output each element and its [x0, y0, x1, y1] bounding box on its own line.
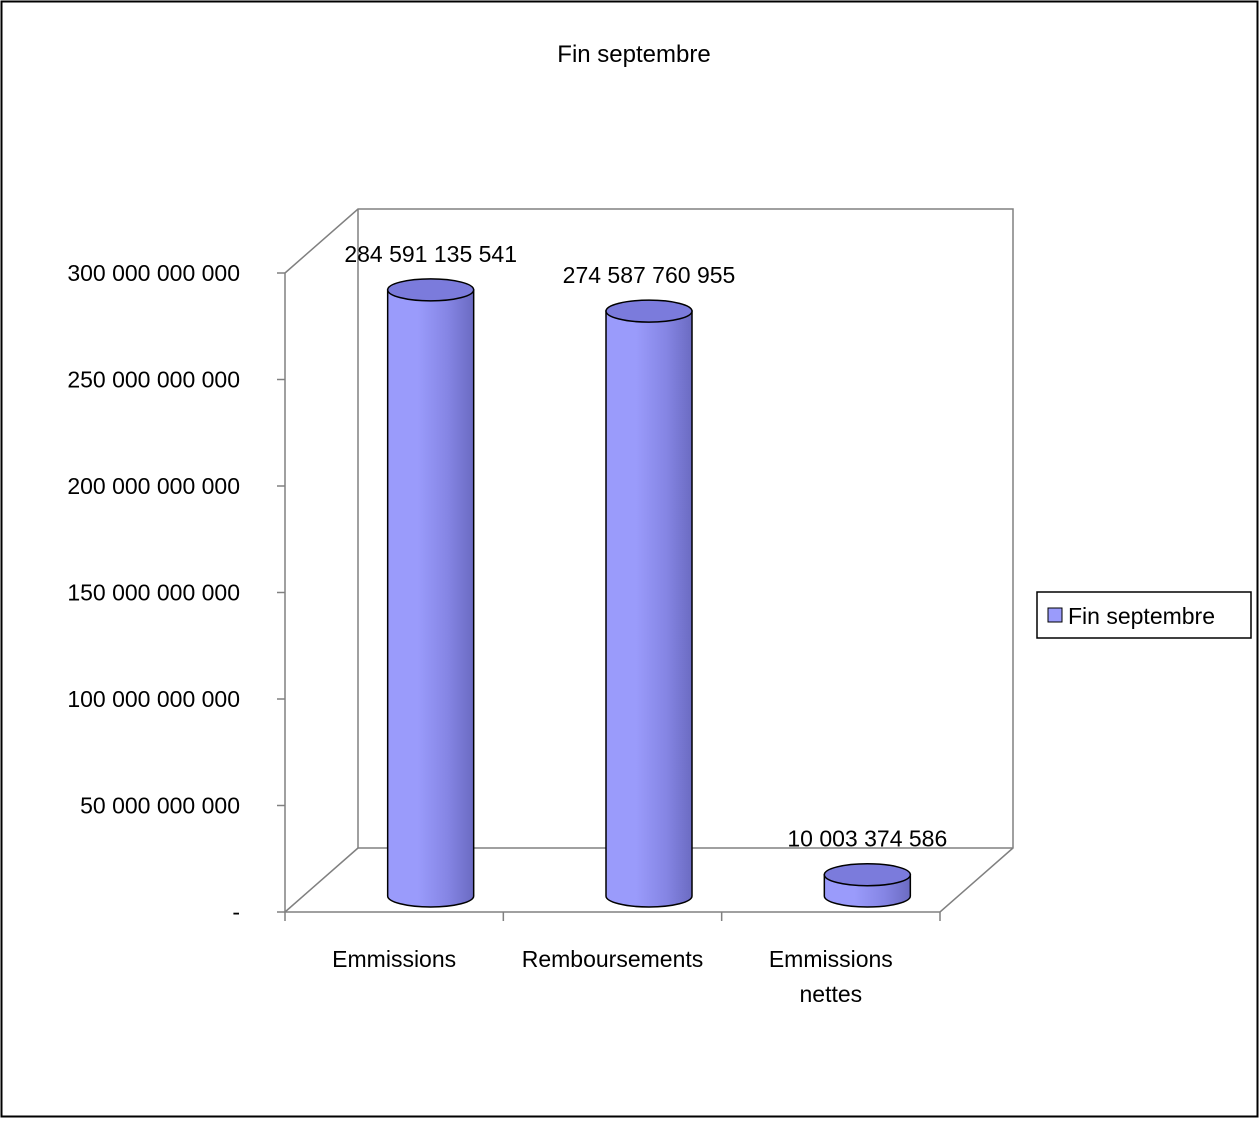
legend: Fin septembre — [1036, 591, 1252, 639]
x-tick-label: Emmissions — [769, 946, 893, 972]
floor-left-edge — [284, 847, 359, 913]
x-axis: Emmissions Remboursements Emmissions nettes — [284, 912, 941, 1007]
y-tick-label: 200 000 000 000 — [67, 473, 240, 499]
y-tick-label: 50 000 000 000 — [80, 793, 240, 819]
x-tick-label: Remboursements — [522, 946, 704, 972]
data-label: 274 587 760 955 — [563, 262, 736, 288]
chart-title: Fin septembre — [557, 41, 710, 68]
cylinder-bar — [386, 278, 475, 908]
y-tick-label: 150 000 000 000 — [67, 580, 240, 606]
cylinder-bar — [605, 299, 693, 908]
legend-box — [1036, 591, 1252, 639]
legend-swatch — [1047, 607, 1063, 623]
y-tick-label: 300 000 000 000 — [67, 260, 240, 286]
y-tick-label: 250 000 000 000 — [67, 367, 240, 393]
x-tick-label: nettes — [800, 981, 863, 1007]
x-tick-label: Emmissions — [332, 946, 456, 972]
y-tick-label: - — [232, 899, 240, 925]
cylinder-top — [823, 862, 912, 887]
bars — [386, 278, 912, 908]
y-axis: - 50 000 000 000 100 000 000 000 150 000 00… — [67, 260, 285, 925]
cylinder-bar — [823, 862, 912, 908]
data-labels: 284 591 135 541 274 587 760 955 10 003 374… — [344, 241, 947, 852]
data-label: 284 591 135 541 — [344, 241, 517, 267]
data-label: 10 003 374 586 — [787, 826, 947, 852]
legend-label: Fin septembre — [1068, 603, 1215, 629]
cylinder-top — [386, 278, 475, 302]
cylinder-body — [386, 289, 475, 908]
y-tick-label: 100 000 000 000 — [67, 686, 240, 712]
cylinder-body — [605, 310, 693, 908]
cylinder-top — [605, 299, 693, 323]
